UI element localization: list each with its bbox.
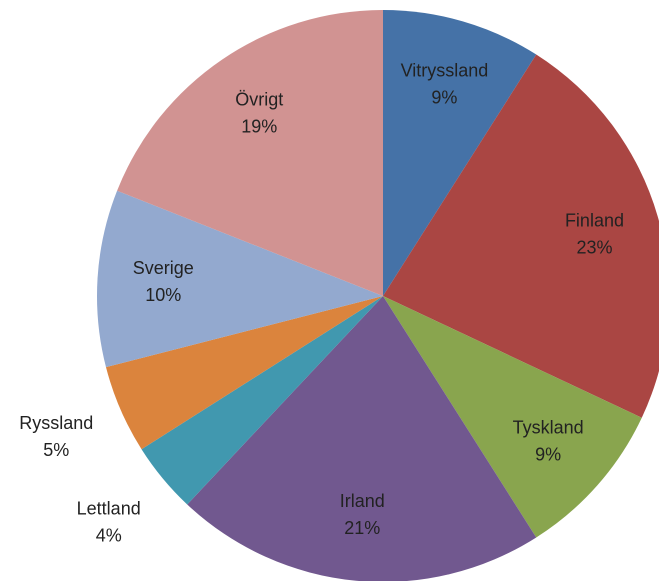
slice-value-label: 4% bbox=[96, 526, 122, 546]
pie-slice bbox=[117, 10, 383, 296]
slice-label: Tyskland bbox=[513, 417, 584, 437]
pie-slice bbox=[383, 10, 537, 296]
slice-value-label: 23% bbox=[576, 237, 612, 257]
pie-slice bbox=[105, 296, 383, 450]
slice-label: Vitryssland bbox=[401, 60, 489, 80]
slice-label: Finland bbox=[565, 210, 624, 230]
pie-slice bbox=[187, 296, 537, 581]
slice-value-label: 21% bbox=[344, 518, 380, 538]
slice-label: Irland bbox=[340, 491, 385, 511]
slice-label: Ryssland bbox=[19, 413, 93, 433]
slice-label: Övrigt bbox=[235, 90, 283, 110]
slice-label: Lettland bbox=[77, 499, 141, 519]
slice-value-label: 5% bbox=[43, 440, 69, 460]
slice-value-label: 9% bbox=[535, 444, 561, 464]
slice-value-label: 10% bbox=[145, 285, 181, 305]
pie-slice bbox=[383, 296, 642, 538]
pie-slice bbox=[141, 296, 383, 505]
slice-label: Sverige bbox=[133, 258, 194, 278]
slice-value-label: 9% bbox=[431, 87, 457, 107]
pie-slice bbox=[383, 54, 659, 418]
pie-slice bbox=[96, 190, 383, 368]
slice-value-label: 19% bbox=[241, 117, 277, 137]
